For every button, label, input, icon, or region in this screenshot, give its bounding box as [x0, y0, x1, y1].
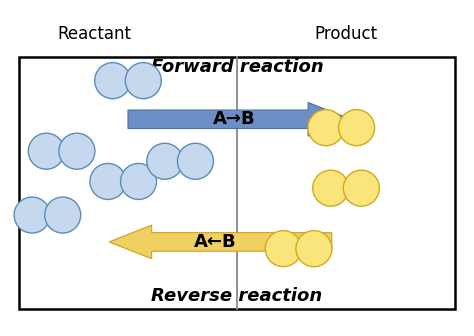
FancyArrow shape — [109, 225, 332, 259]
Text: A→B: A→B — [213, 110, 256, 128]
Ellipse shape — [177, 143, 213, 179]
Text: Forward reaction: Forward reaction — [151, 58, 323, 76]
Ellipse shape — [59, 133, 95, 169]
Ellipse shape — [296, 230, 332, 267]
Ellipse shape — [120, 163, 156, 200]
Text: A←B: A←B — [194, 233, 237, 251]
Ellipse shape — [308, 110, 344, 146]
Ellipse shape — [147, 143, 183, 179]
FancyArrow shape — [128, 102, 351, 136]
Text: Product: Product — [314, 25, 378, 43]
Ellipse shape — [313, 170, 349, 206]
Ellipse shape — [125, 62, 161, 99]
Text: Reverse reaction: Reverse reaction — [151, 287, 323, 305]
Ellipse shape — [265, 230, 301, 267]
Ellipse shape — [343, 170, 379, 206]
Ellipse shape — [95, 62, 131, 99]
Ellipse shape — [45, 197, 81, 233]
Ellipse shape — [90, 163, 126, 200]
Text: Reactant: Reactant — [58, 25, 132, 43]
Ellipse shape — [28, 133, 64, 169]
FancyBboxPatch shape — [19, 57, 455, 309]
Ellipse shape — [14, 197, 50, 233]
Ellipse shape — [338, 110, 374, 146]
